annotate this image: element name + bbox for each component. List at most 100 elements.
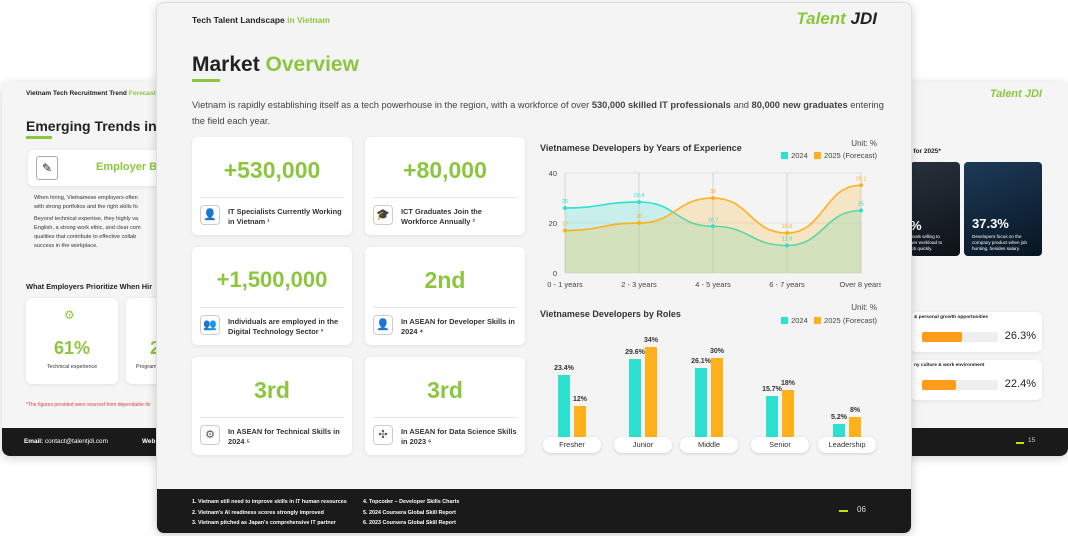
page-dash <box>839 510 848 512</box>
stat-divider <box>200 197 344 198</box>
footnote-item: 5. 2024 Coursera Global Skill Report <box>363 509 456 516</box>
stat-divider <box>200 307 344 308</box>
bar-2025-junior <box>645 347 657 438</box>
stat-card-technical: ⚙ 61% Technical experience <box>26 298 118 384</box>
data-point <box>711 196 715 200</box>
para-line: When hiring, Vietnamese employers often <box>34 195 138 201</box>
stat-card: 3rd ⚙ In ASEAN for Technical Skills in 202… <box>192 357 352 455</box>
image-card-2: 37.3% Developers focus on the company pr… <box>964 162 1042 256</box>
stat-value: 3rd <box>254 377 290 403</box>
data-point <box>637 200 641 204</box>
stat-label: Individuals are employed in the Digital … <box>228 317 339 336</box>
bar-2024-junior <box>629 358 641 438</box>
bar-2024-leadership <box>833 424 845 438</box>
graduation-cap-icon: 🎓 <box>373 205 393 225</box>
bar-label: ny culture & work environment <box>914 363 985 368</box>
data-label: 20 <box>636 214 642 220</box>
series-area-2024 <box>565 202 861 273</box>
employer-label: Employer B <box>96 161 158 173</box>
title-underline <box>192 79 220 82</box>
stat-label: In ASEAN for Data Science Skills in 2023… <box>401 427 517 446</box>
progress-fill <box>922 332 962 342</box>
stat-divider <box>373 197 517 198</box>
footnote-item: 6. 2023 Coursera Global Skill Report <box>363 520 456 526</box>
data-label: 18.7 <box>708 217 719 223</box>
stat-label: Program <box>136 364 157 370</box>
stat-value: 3rd <box>427 377 463 403</box>
bar-value-label: 8% <box>849 406 861 414</box>
bar-value-label: 30% <box>709 347 724 355</box>
gear-cycle-icon: ⚙ <box>200 425 220 445</box>
data-label: 16.0 <box>782 224 793 230</box>
card-value: 37.3% <box>972 216 1009 231</box>
person-badge-icon: 👤 <box>200 205 220 225</box>
data-label: 25 <box>858 202 864 208</box>
experience-chart-unit: Unit: % <box>851 139 877 148</box>
page-number: 06 <box>857 505 866 514</box>
data-label: 35.1 <box>856 176 867 182</box>
x-tick-label: 4 - 5 years <box>695 280 731 289</box>
stat-value: 61% <box>53 338 91 358</box>
data-point <box>785 243 789 248</box>
bar-value-label: 12% <box>572 395 587 403</box>
legend-swatch-2025 <box>814 152 822 159</box>
footnote-item: 3. Vietnam pitched as Japan's comprehens… <box>192 520 336 526</box>
document-icon: ✎ <box>36 156 58 180</box>
page-number: 15 <box>1028 437 1036 444</box>
legend-swatch-2024 <box>781 317 789 324</box>
main-header-title: Tech Talent Landscape in Vietnam <box>192 15 330 25</box>
para-line: Beyond technical expertise, they highly … <box>34 216 139 222</box>
stat-divider <box>373 417 517 418</box>
stat-divider <box>373 307 517 308</box>
footer-web[interactable]: Web <box>142 438 156 445</box>
data-point <box>785 231 789 235</box>
data-label: 17 <box>562 222 568 228</box>
x-tick-label: 6 - 7 years <box>769 280 805 289</box>
stat-card: +80,000 🎓 ICT Graduates Join the Workforce… <box>365 137 525 235</box>
progress-track <box>922 332 998 342</box>
page-dash <box>1016 442 1024 444</box>
bar-2025-fresher <box>574 405 586 438</box>
data-point <box>637 221 641 225</box>
bar-value-label: 23.4% <box>554 365 574 373</box>
data-point <box>859 183 863 188</box>
para-line: qualities that contribute to effective c… <box>34 234 137 240</box>
x-tick-label: Over 8 years <box>840 280 881 289</box>
bar-value-label: 26.1% <box>691 358 711 366</box>
category-pill-middle: Middle <box>680 437 738 453</box>
stat-value: +1,500,000 <box>216 267 328 292</box>
category-pill-leadership: Leadership <box>818 437 876 453</box>
data-label: 28.4 <box>634 193 645 199</box>
legend-swatch-2025 <box>814 317 822 324</box>
card-value: % <box>910 218 922 233</box>
stat-value: +530,000 <box>223 157 321 183</box>
bar-label: & personal growth opportunities <box>914 315 989 320</box>
data-point <box>711 224 715 229</box>
bar-2025-senior <box>782 389 794 438</box>
main-page: Tech Talent Landscape in Vietnam Talent … <box>156 2 912 534</box>
series-area-2025 <box>565 185 861 273</box>
footer-email[interactable]: Email: contact@talentjdi.com <box>24 438 108 445</box>
roles-legend: 2024 2025 (Forecast) <box>781 316 877 325</box>
series-line-2025 <box>564 184 862 234</box>
network-icon: ✣ <box>373 425 393 445</box>
y-tick-label: 40 <box>549 169 557 178</box>
experience-chart: 0 20 40 0 - 1 years 2 - 3 years 4 - 5 years 6 … <box>547 169 881 289</box>
bar-value: 22.4% <box>1004 378 1036 390</box>
progress-track <box>922 380 998 390</box>
stat-value: +80,000 <box>403 157 487 183</box>
stat-label: Technical experience <box>46 364 98 370</box>
team-icon: 👥 <box>200 315 220 335</box>
bar-value-label: 5.2% <box>831 414 847 422</box>
bar-value-label: 18% <box>780 379 795 387</box>
bar-2024-middle <box>695 368 707 438</box>
footnote: *The figures provided were sourced from … <box>26 402 151 408</box>
card-text: onals willing to wer workload to job qui… <box>910 234 943 251</box>
stat-card: +530,000 👤 IT Specialists Currently Workin… <box>192 137 352 235</box>
main-footer: 1. Vietnam still need to improve skills … <box>157 489 911 533</box>
data-point <box>859 208 863 213</box>
bar-2025-middle <box>711 357 723 438</box>
category-pill-fresher: Fresher <box>543 437 601 453</box>
stat-card: 3rd ✣ In ASEAN for Data Science Skills in … <box>365 357 525 455</box>
para-line: with strong portfolios and the right ski… <box>34 204 138 210</box>
